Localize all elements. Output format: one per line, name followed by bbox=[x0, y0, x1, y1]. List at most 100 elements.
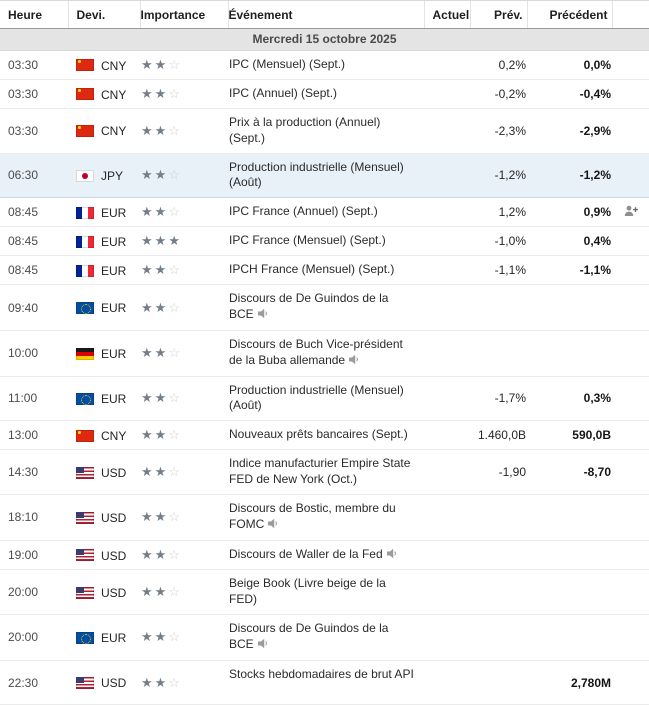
currency-code: EUR bbox=[101, 234, 127, 249]
currency-cell: CNY bbox=[68, 79, 140, 109]
speaker-icon bbox=[257, 308, 269, 324]
event-name[interactable]: Stocks hebdomadaires de brut API bbox=[229, 666, 414, 681]
event-name[interactable]: Indice manufacturier Empire State FED de… bbox=[229, 456, 411, 487]
event-name[interactable]: Nouveaux prêts bancaires (Sept.) bbox=[229, 427, 408, 442]
event-row[interactable]: 03:30 CNY ★ ★ ☆ Prix à la production (Annu… bbox=[0, 108, 649, 154]
event-cell: Indice manufacturier Empire State FED de… bbox=[228, 449, 424, 495]
event-row[interactable]: 09:40 EUR ★ ★ ☆ Discours de De Guindos de … bbox=[0, 284, 649, 331]
row-extra-icon-cell bbox=[612, 50, 649, 80]
event-name[interactable]: Discours de De Guindos de la BCE bbox=[229, 621, 389, 651]
col-header-actuel: Actuel bbox=[424, 1, 471, 29]
star-filled-icon: ★ bbox=[141, 390, 153, 406]
star-filled-icon: ★ bbox=[141, 584, 153, 600]
us-flag-icon bbox=[76, 586, 94, 599]
event-name[interactable]: IPC (Annuel) (Sept.) bbox=[229, 86, 338, 101]
event-name[interactable]: IPCH France (Mensuel) (Sept.) bbox=[229, 262, 395, 277]
event-row[interactable]: 08:45 EUR ★ ★ ★ IPC France (Mensuel) (Sept… bbox=[0, 226, 649, 257]
actual-value bbox=[424, 284, 470, 331]
currency-code: EUR bbox=[101, 391, 127, 406]
event-time: 20:00 bbox=[0, 614, 68, 661]
event-row[interactable]: 18:10 USD ★ ★ ☆ Discours de Bostic, membre… bbox=[0, 494, 649, 541]
forecast-value bbox=[470, 494, 527, 541]
event-cell: Discours de Buch Vice-président de la Bu… bbox=[228, 330, 424, 377]
importance-stars: ★ ★ ☆ bbox=[140, 494, 228, 541]
currency-cell: EUR bbox=[68, 284, 140, 331]
star-empty-icon: ☆ bbox=[168, 262, 180, 278]
forecast-value: -0,2% bbox=[470, 79, 527, 109]
event-row[interactable]: 08:45 EUR ★ ★ ☆ IPCH France (Mensuel) (Sep… bbox=[0, 255, 649, 286]
event-row[interactable]: 08:45 EUR ★ ★ ☆ IPC France (Annuel) (Sept.… bbox=[0, 197, 649, 228]
event-row[interactable]: 14:30 USD ★ ★ ☆ Indice manufacturier Empir… bbox=[0, 449, 649, 495]
row-extra-icon-cell bbox=[612, 660, 649, 705]
star-filled-icon: ★ bbox=[141, 122, 153, 138]
event-name[interactable]: Discours de Bostic, membre du FOMC bbox=[229, 500, 396, 531]
event-cell: Discours de Waller de la Fed bbox=[228, 540, 424, 571]
currency-cell: USD bbox=[68, 569, 140, 616]
row-extra-icon-cell bbox=[612, 79, 649, 109]
event-row[interactable]: 03:30 CNY ★ ★ ☆ IPC (Mensuel) (Sept.) 0,2%… bbox=[0, 50, 649, 80]
event-name[interactable]: IPC France (Mensuel) (Sept.) bbox=[229, 233, 386, 248]
event-row[interactable]: 11:00 EUR ★ ★ ☆ Production industrielle (M… bbox=[0, 376, 649, 422]
currency-code: USD bbox=[101, 675, 127, 690]
previous-value: -8,70 bbox=[527, 449, 612, 495]
star-filled-icon: ★ bbox=[154, 122, 167, 138]
star-filled-icon: ★ bbox=[154, 204, 167, 220]
forecast-value: -1,90 bbox=[470, 449, 527, 495]
actual-value bbox=[424, 494, 470, 541]
follow-plus-icon[interactable] bbox=[624, 205, 638, 220]
star-filled-icon: ★ bbox=[141, 86, 153, 101]
currency-code: EUR bbox=[101, 205, 127, 220]
star-empty-icon: ☆ bbox=[168, 674, 180, 690]
event-name[interactable]: Discours de Waller de la Fed bbox=[229, 546, 383, 561]
event-name[interactable]: IPC (Mensuel) (Sept.) bbox=[229, 57, 346, 72]
star-filled-icon: ★ bbox=[141, 547, 153, 562]
event-name[interactable]: Prix à la production (Annuel) (Sept.) bbox=[229, 115, 381, 145]
event-row[interactable]: 03:30 CNY ★ ★ ☆ IPC (Annuel) (Sept.) -0,2%… bbox=[0, 79, 649, 109]
event-name[interactable]: Production industrielle (Mensuel) (Août) bbox=[229, 382, 404, 413]
event-time: 08:45 bbox=[0, 197, 68, 228]
event-row[interactable]: 10:00 EUR ★ ★ ☆ Discours de Buch Vice-prés… bbox=[0, 330, 649, 377]
currency-cell: EUR bbox=[68, 226, 140, 257]
previous-value: -0,4% bbox=[527, 79, 612, 109]
forecast-value bbox=[470, 540, 527, 571]
star-empty-icon: ☆ bbox=[168, 427, 180, 443]
event-row[interactable]: 13:00 CNY ★ ★ ☆ Nouveaux prêts bancaires (… bbox=[0, 420, 649, 451]
event-time: 18:10 bbox=[0, 494, 68, 541]
event-time: 11:00 bbox=[0, 376, 68, 422]
actual-value bbox=[424, 420, 470, 451]
previous-value bbox=[527, 540, 612, 571]
star-empty-icon: ☆ bbox=[168, 584, 180, 600]
currency-cell: CNY bbox=[68, 420, 140, 451]
cn-flag-icon bbox=[76, 429, 94, 442]
event-name[interactable]: Discours de De Guindos de la BCE bbox=[229, 291, 389, 322]
event-cell: IPC (Mensuel) (Sept.) bbox=[228, 50, 424, 80]
event-name[interactable]: Beige Book (Livre beige de la FED) bbox=[229, 576, 386, 607]
currency-code: USD bbox=[101, 510, 127, 525]
previous-value bbox=[527, 614, 612, 661]
previous-value: -1,1% bbox=[527, 255, 612, 286]
event-row[interactable]: 20:00 EUR ★ ★ ☆ Discours de De Guindos de … bbox=[0, 614, 649, 661]
event-name[interactable]: IPC France (Annuel) (Sept.) bbox=[229, 204, 378, 219]
event-name[interactable]: Production industrielle (Mensuel) (Août) bbox=[229, 159, 404, 190]
event-row[interactable]: 19:00 USD ★ ★ ☆ Discours de Waller de la F… bbox=[0, 540, 649, 571]
currency-code: USD bbox=[101, 548, 127, 563]
forecast-value bbox=[470, 614, 527, 661]
importance-stars: ★ ★ ☆ bbox=[140, 50, 228, 80]
event-cell: Discours de Bostic, membre du FOMC bbox=[228, 494, 424, 541]
event-row[interactable]: 22:30 USD ★ ★ ☆ Stocks hebdomadaires de br… bbox=[0, 660, 649, 705]
event-row[interactable]: 06:30 JPY ★ ★ ☆ Production industrielle (M… bbox=[0, 152, 649, 199]
actual-value bbox=[424, 614, 470, 661]
event-time: 20:00 bbox=[0, 569, 68, 616]
event-time: 09:40 bbox=[0, 284, 68, 331]
star-empty-icon: ☆ bbox=[168, 57, 180, 72]
event-name[interactable]: Discours de Buch Vice-président de la Bu… bbox=[229, 336, 403, 367]
previous-value: 0,0% bbox=[527, 50, 612, 80]
cn-flag-icon bbox=[76, 59, 94, 72]
event-row[interactable]: 20:00 USD ★ ★ ☆ Beige Book (Livre beige de… bbox=[0, 569, 649, 616]
star-filled-icon: ★ bbox=[154, 584, 167, 600]
calendar-body: Mercredi 15 octobre 2025 03:30 CNY ★ ★ ☆ I… bbox=[0, 28, 649, 705]
star-empty-icon: ☆ bbox=[168, 629, 180, 645]
event-time: 13:00 bbox=[0, 420, 68, 451]
us-flag-icon bbox=[76, 676, 94, 689]
